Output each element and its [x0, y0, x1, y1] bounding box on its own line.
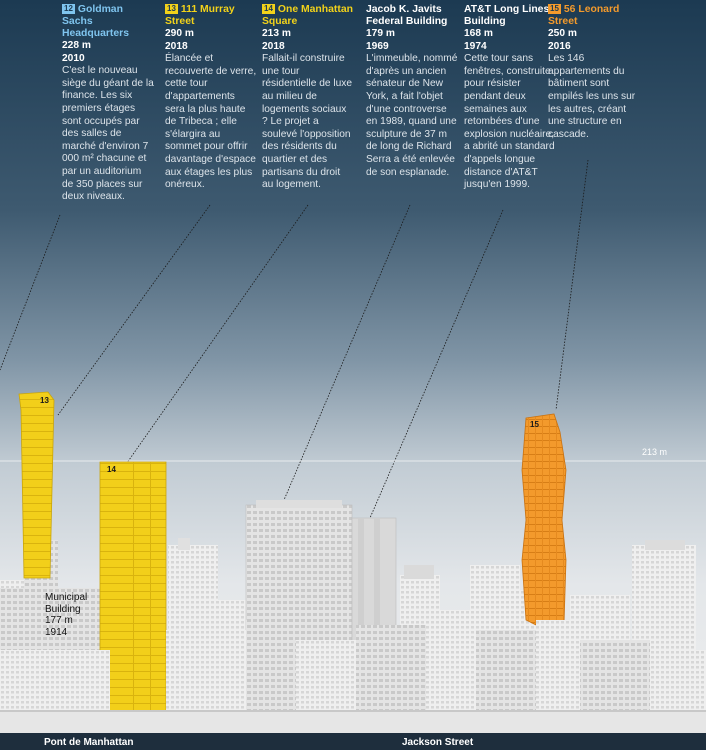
year-value: 2010: [62, 52, 85, 64]
tower-label-15: 15: [530, 420, 539, 429]
number-badge: 12: [62, 4, 75, 14]
height-value: 168 m: [464, 28, 493, 39]
leader-line-15: [555, 159, 589, 411]
number-badge: 13: [165, 4, 178, 14]
info-column-one-manhattan-square: 14 One Manhattan Square 213 m 2018 Fallai…: [262, 4, 354, 192]
tower-111-murray: 13: [18, 391, 55, 579]
height-value: 290 m: [165, 28, 194, 39]
year-value: 2018: [262, 40, 285, 52]
tower-56-leonard: 15: [521, 413, 567, 629]
column-title: 13 111 Murray Street: [165, 4, 235, 27]
info-column-111-murray: 13 111 Murray Street 290 m 2018 Élancée e…: [165, 4, 257, 192]
description: Cette tour sans fenêtres, construite pou…: [464, 53, 555, 191]
description: Les 146 appartements du bâtiment sont em…: [548, 53, 636, 140]
column-title: AT&T Long Lines Building: [464, 4, 550, 27]
year-value: 1969: [366, 40, 389, 52]
column-title: 15 56 Leonard Street: [548, 4, 620, 27]
bottom-band: [0, 733, 706, 750]
leader-line-12: [0, 214, 61, 371]
info-column-goldman-sachs: 12 Goldman Sachs Headquarters 228 m 2010 …: [62, 4, 154, 204]
leader-lines: [0, 159, 589, 519]
description: Élancée et recouverte de verre, cette to…: [165, 53, 257, 191]
height-value: 213 m: [262, 28, 291, 39]
tower-label-13: 13: [40, 396, 49, 405]
number-badge: 15: [548, 4, 561, 14]
description: Fallait-il construire une tour résidenti…: [262, 53, 353, 191]
column-title: 14 One Manhattan Square: [262, 4, 353, 27]
description: C'est le nouveau siège du géant de la fi…: [62, 65, 154, 203]
tower-label-14: 14: [107, 465, 116, 474]
tower-one-manhattan-square: 14: [99, 461, 167, 713]
info-column-56-leonard: 15 56 Leonard Street 250 m 2016 Les 146 a…: [548, 4, 640, 141]
height-value: 179 m: [366, 28, 395, 39]
description: L'immeuble, nommé d'après un ancien séna…: [366, 53, 458, 178]
year-value: 2018: [165, 40, 188, 52]
year-value: 2016: [548, 40, 571, 52]
leader-line-javits: [283, 204, 411, 501]
height-value: 228 m: [62, 40, 91, 51]
label-jackson-street: Jackson Street: [402, 737, 474, 748]
column-title: 12 Goldman Sachs Headquarters: [62, 4, 129, 39]
reference-height-label: 213 m: [642, 447, 668, 457]
foreground-buildings: [0, 610, 706, 734]
leader-line-13: [57, 204, 211, 416]
info-column-javits-building: Jacob K. Javits Federal Building 179 m 1…: [366, 4, 458, 179]
height-value: 250 m: [548, 28, 577, 39]
leader-line-14: [121, 204, 309, 471]
leader-line-att: [369, 209, 504, 519]
info-column-att-long-lines: AT&T Long Lines Building 168 m 1974 Cett…: [464, 4, 556, 192]
municipal-building-label: Municipal Building 177 m 1914: [45, 592, 88, 638]
column-title: Jacob K. Javits Federal Building: [366, 4, 448, 27]
year-value: 1974: [464, 40, 487, 52]
number-badge: 14: [262, 4, 275, 14]
label-pont-de-manhattan: Pont de Manhattan: [44, 737, 134, 748]
